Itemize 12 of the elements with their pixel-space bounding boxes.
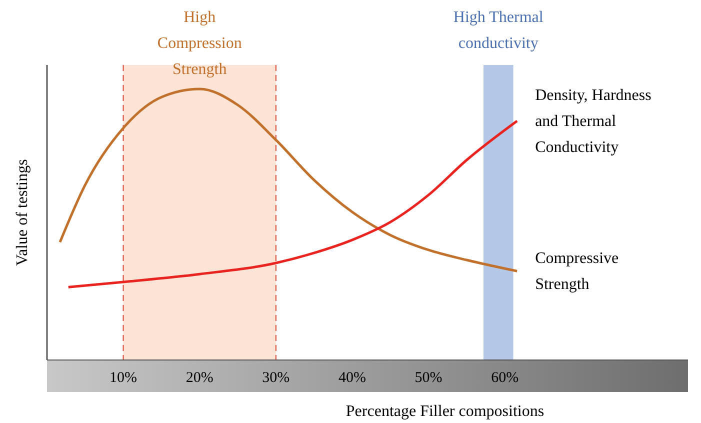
series-label: Compressive Strength <box>535 250 619 294</box>
x-tick-label: 50% <box>414 370 442 386</box>
band-label: High Compression Strength <box>157 9 242 78</box>
x-axis-title: Percentage Filler compositions <box>346 403 544 420</box>
x-tick-label: 30% <box>262 370 290 386</box>
series-label: Density, Hardness and Thermal Conductivity <box>535 86 652 156</box>
x-tick-label: 40% <box>338 370 366 386</box>
x-tick-label: 20% <box>186 370 214 386</box>
x-tick-label: 10% <box>110 370 138 386</box>
y-axis-title: Value of testings <box>14 159 31 266</box>
x-tick-label: 60% <box>491 370 519 386</box>
band-label: High Thermal conductivity <box>453 9 544 52</box>
